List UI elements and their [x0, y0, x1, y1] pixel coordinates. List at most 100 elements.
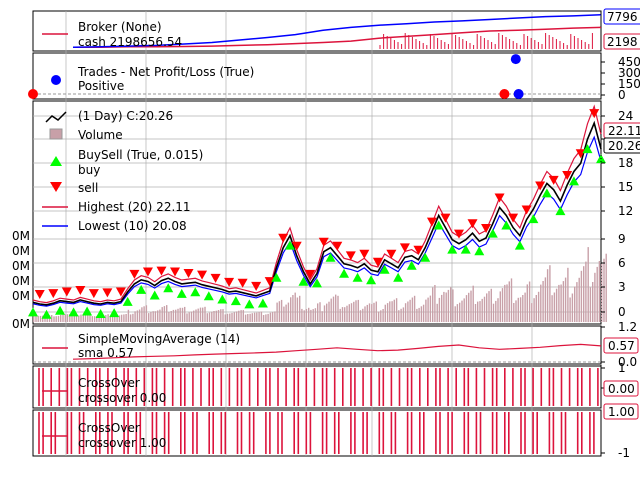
volume-bar-98 [253, 312, 256, 322]
volume-bar-26 [91, 316, 93, 322]
volume-bar-243 [580, 270, 583, 322]
volume-bar-70 [190, 311, 193, 322]
volume-bar-87 [229, 313, 231, 322]
volume-bar-40 [123, 314, 125, 322]
buy-marker-2 [41, 309, 52, 319]
sma-tick-1.2: 1.2 [618, 320, 637, 334]
volume-bar-128 [321, 311, 323, 322]
volume-bar-241 [576, 282, 578, 322]
broker-series [72, 14, 602, 49]
crossover2-badge: 1.00 [608, 405, 635, 419]
volume-bar-221 [531, 303, 533, 323]
buy-marker-66 [474, 246, 485, 256]
sell-marker-77 [548, 175, 559, 185]
volume-bar-213 [513, 303, 515, 322]
volume-bar-185 [450, 287, 452, 322]
volume-bar-172 [420, 306, 423, 322]
volume-bar-155 [382, 309, 384, 322]
volume-bar-169 [413, 295, 416, 322]
volume-bar-227 [544, 277, 547, 322]
volume-bar-130 [326, 303, 328, 322]
sell-marker-55 [399, 243, 410, 253]
volume-bar-48 [141, 307, 143, 322]
buy-legend-marker [50, 156, 62, 166]
volume-bar-189 [459, 302, 461, 322]
volume-bar-21 [80, 314, 82, 323]
volume-bar-69 [188, 312, 190, 322]
volume-bar-32 [105, 315, 107, 322]
volume-bar-151 [373, 302, 375, 322]
volume-bar-254 [605, 253, 607, 322]
crossover2-badge-box [603, 403, 639, 420]
volume-bar-211 [508, 281, 510, 322]
sell-marker-57 [413, 245, 424, 255]
volume-bar-101 [260, 311, 263, 322]
volume-bar-136 [339, 308, 341, 322]
volume-bar-79 [211, 311, 213, 322]
volume-bar-152 [375, 301, 377, 322]
trades-tick-150: 150 [618, 77, 640, 91]
buy-marker-14 [122, 296, 133, 306]
volume-bar-119 [301, 308, 303, 322]
volume-bar-54 [154, 311, 157, 322]
buy-marker-80 [568, 176, 579, 186]
crossover1-legend: CrossOver crossover 0.00 [42, 376, 166, 405]
volume-bar-31 [102, 315, 105, 322]
broker-legend: Broker (None) cash 2198656.54 [42, 20, 182, 49]
volume-bar-65 [179, 307, 181, 322]
volume-bar-250 [596, 266, 598, 322]
volume-bar-109 [278, 301, 281, 322]
volume-bar-186 [452, 289, 454, 322]
price-tick-12: 12 [618, 204, 633, 218]
trades-legend-title: Trades - Net Profit/Loss (True) [77, 65, 254, 79]
sell-marker-13 [115, 287, 126, 297]
volume-legend-label: Volume [78, 128, 123, 142]
volume-bar-208 [501, 288, 504, 322]
buy-marker-0 [28, 307, 38, 317]
buy-marker-82 [582, 144, 593, 154]
buy-marker-62 [447, 244, 458, 254]
buy-marker-18 [149, 290, 160, 300]
volume-bar-10 [55, 316, 57, 322]
sell-marker-29 [224, 277, 235, 287]
volume-bar-125 [314, 308, 317, 322]
volume-bar-137 [341, 307, 344, 322]
volume-bar-195 [472, 285, 474, 322]
buy-marker-22 [176, 288, 187, 298]
broker-legend-title: Broker (None) [78, 20, 162, 34]
volume-bar-149 [368, 303, 371, 322]
volume-bar-228 [546, 269, 549, 322]
volume-bar-157 [386, 303, 389, 323]
volume-bar-199 [481, 298, 483, 322]
volume-bar-73 [197, 308, 199, 322]
volume-bar-178 [434, 285, 436, 322]
buy-marker-64 [460, 244, 471, 254]
sma-legend-label: sma 0.57 [78, 346, 134, 360]
volume-bar-201 [486, 293, 488, 322]
volume-bar-233 [558, 284, 560, 322]
volume-bar-166 [407, 301, 409, 322]
sma-tick-0.0: 0.0 [618, 355, 637, 369]
volume-bar-52 [150, 312, 152, 322]
crossover1-badge-box [603, 380, 639, 397]
price-legend: (1 Day) C:20.26 Volume BuySell (True, 0.… [42, 109, 203, 233]
buy-marker-76 [541, 188, 552, 198]
volume-bar-43 [129, 314, 132, 322]
volume-bar-139 [346, 305, 348, 322]
volume-bar-146 [362, 308, 364, 322]
volume-bar-95 [247, 314, 249, 322]
volume-bar-247 [589, 287, 592, 322]
sell-marker-37 [278, 233, 289, 243]
cash-badge: 2198 [607, 35, 638, 49]
volume-bar-83 [220, 309, 222, 322]
crossover1-tick-1: 1 [618, 361, 626, 375]
positive-legend-marker [51, 75, 61, 85]
volume-bar-12 [60, 315, 62, 322]
volume-bar-138 [344, 307, 346, 322]
volume-bar-94 [244, 314, 247, 322]
sell-marker-9 [88, 289, 99, 299]
volume-bar-14 [64, 314, 66, 322]
volume-bar-225 [540, 284, 542, 322]
volume-bar-180 [438, 297, 441, 322]
